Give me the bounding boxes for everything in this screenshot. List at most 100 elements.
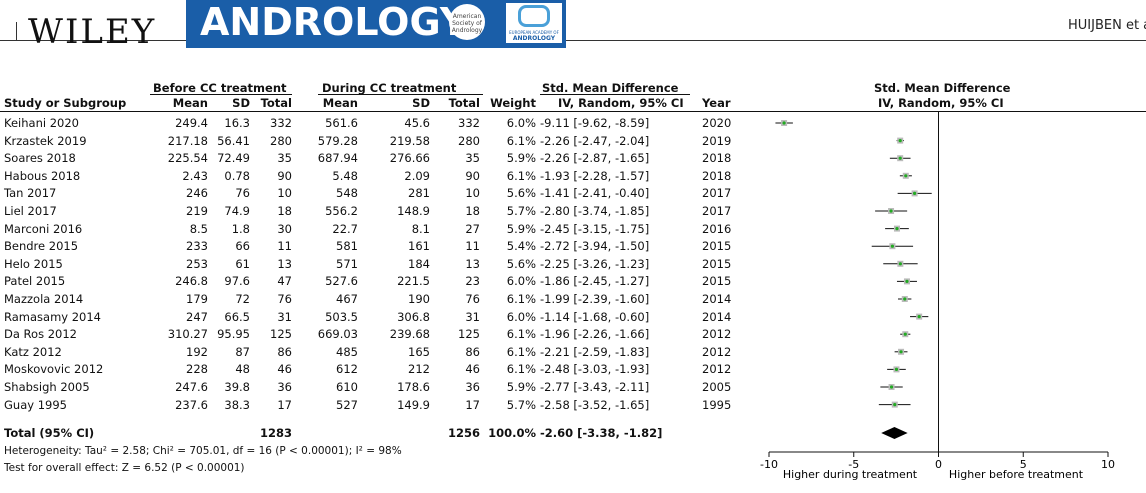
cell-year: 2012 <box>702 362 732 377</box>
eaa-logo: EUROPEAN ACADEMY OF ANDROLOGY <box>506 3 562 43</box>
cell-total-during: 13 <box>465 256 480 271</box>
cell-mean-before: 247 <box>186 309 208 324</box>
cell-study: Liel 2017 <box>4 204 57 218</box>
cell-mean-before: 219 <box>186 204 208 218</box>
cell-mean-before: 246.8 <box>175 274 208 289</box>
cell-weight: 5.9% <box>506 221 536 236</box>
cell-year: 2016 <box>702 221 732 236</box>
cell-year: 2020 <box>702 116 732 130</box>
x-tick-label: -5 <box>848 458 859 471</box>
group-during-header: During CC treatment <box>322 81 457 95</box>
cell-ci: -1.96 [-2.26, -1.66] <box>540 327 650 342</box>
cell-study: Krzastek 2019 <box>4 133 87 148</box>
cell-ci: -1.14 [-1.68, -0.60] <box>540 309 650 324</box>
cell-year: 1995 <box>702 397 732 412</box>
point-estimate <box>917 315 921 319</box>
weight-box <box>893 366 900 373</box>
publisher-logo: WILEY <box>28 12 157 52</box>
cell-study: Ramasamy 2014 <box>4 309 102 324</box>
col-year: Year <box>702 96 731 110</box>
cell-total-before: 90 <box>277 168 292 183</box>
cell-mean-before: 310.27 <box>167 327 208 342</box>
col-study: Study or Subgroup <box>4 96 127 110</box>
cell-weight: 6.0% <box>506 116 536 130</box>
cell-ci: -2.45 [-3.15, -1.75] <box>540 221 650 236</box>
cell-ci: -9.11 [-9.62, -8.59] <box>540 116 650 130</box>
cell-study: Da Ros 2012 <box>4 327 77 342</box>
cell-study: Bendre 2015 <box>4 239 79 254</box>
cell-mean-before: 228 <box>186 362 208 377</box>
point-estimate <box>898 156 902 160</box>
col-weight: Weight <box>490 96 536 110</box>
cell-total-during: 90 <box>465 168 480 183</box>
cell-ci: -1.93 [-2.28, -1.57] <box>540 168 650 183</box>
cell-sd-during: 178.6 <box>397 380 430 394</box>
cell-sd-before: 95.95 <box>217 327 250 342</box>
pooled-diamond <box>881 427 908 439</box>
x-tick-label: 0 <box>935 458 942 471</box>
cell-sd-during: 276.66 <box>389 151 430 166</box>
cell-mean-during: 561.6 <box>325 116 358 130</box>
cell-year: 2014 <box>702 309 732 324</box>
cell-study: Mazzola 2014 <box>4 292 84 306</box>
weight-box <box>891 401 898 408</box>
cell-total-during: 17 <box>465 397 480 412</box>
weight-box <box>901 296 908 302</box>
point-estimate <box>898 262 902 266</box>
cell-mean-before: 253 <box>186 256 208 271</box>
weight-box <box>893 225 900 232</box>
cell-mean-during: 527.6 <box>325 274 358 289</box>
running-author: HUIJBEN et al. <box>1068 18 1146 33</box>
cell-ci: -1.86 [-2.45, -1.27] <box>540 274 650 289</box>
cell-sd-during: 306.8 <box>397 309 430 324</box>
weight-box <box>902 331 909 338</box>
cell-weight: 6.0% <box>506 309 536 324</box>
cell-mean-during: 612 <box>336 362 358 377</box>
cell-study: Katz 2012 <box>4 344 62 359</box>
cell-mean-during: 579.28 <box>317 133 358 148</box>
cell-sd-before: 97.6 <box>224 274 250 289</box>
cell-weight: 6.0% <box>506 274 536 289</box>
cell-total-before: 36 <box>277 380 292 394</box>
cell-total-during: 31 <box>465 309 480 324</box>
cell-sd-before: 66.5 <box>224 309 250 324</box>
cell-sd-before: 56.41 <box>217 133 250 148</box>
weight-box <box>902 172 909 179</box>
cell-sd-before: 38.3 <box>224 397 250 412</box>
cell-ci: -1.99 [-2.39, -1.60] <box>540 292 650 306</box>
cell-mean-before: 179 <box>186 292 208 306</box>
plot-header: Std. Mean Difference <box>874 81 1011 95</box>
overall-effect-text: Test for overall effect: Z = 6.52 (P < 0… <box>4 462 245 474</box>
cell-sd-during: 148.9 <box>397 204 430 218</box>
col-mean-before: Mean <box>172 96 208 110</box>
total-n-during: 1256 <box>447 426 480 440</box>
header-table-rule <box>0 111 1146 112</box>
cell-mean-before: 225.54 <box>167 151 208 166</box>
cell-weight: 5.9% <box>506 151 536 166</box>
cell-mean-during: 669.03 <box>317 327 358 342</box>
cell-weight: 6.1% <box>506 168 536 183</box>
point-estimate <box>889 385 894 389</box>
point-estimate <box>894 367 899 371</box>
cell-mean-before: 192 <box>186 344 208 359</box>
cell-sd-during: 281 <box>408 186 430 201</box>
cell-sd-during: 184 <box>408 256 430 271</box>
cell-ci: -2.58 [-3.52, -1.65] <box>540 397 650 412</box>
cell-mean-during: 571 <box>336 256 358 271</box>
group-before-rule <box>150 94 292 95</box>
cell-ci: -2.25 [-3.26, -1.23] <box>540 256 650 271</box>
total-n-before: 1283 <box>259 426 292 440</box>
cell-total-before: 11 <box>277 239 292 254</box>
total-weight: 100.0% <box>488 426 536 440</box>
journal-banner <box>186 0 566 48</box>
cell-sd-before: 1.8 <box>231 221 250 236</box>
cell-total-during: 332 <box>458 116 480 130</box>
cell-year: 2018 <box>702 151 732 166</box>
cell-weight: 5.7% <box>506 397 536 412</box>
cell-sd-during: 8.1 <box>411 221 430 236</box>
cell-total-before: 86 <box>277 344 292 359</box>
point-estimate <box>899 350 903 354</box>
cell-weight: 5.7% <box>506 204 536 218</box>
cell-total-before: 76 <box>277 292 292 306</box>
cell-mean-during: 467 <box>336 292 358 306</box>
